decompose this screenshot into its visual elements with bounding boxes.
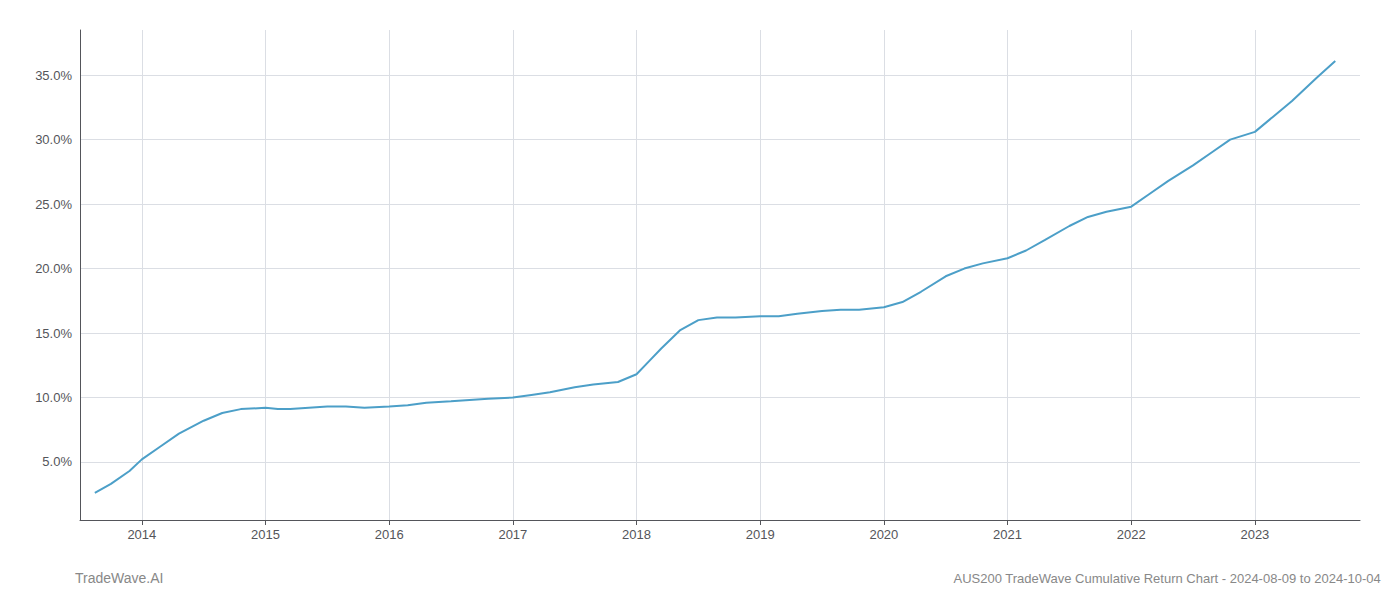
svg-text:10.0%: 10.0% — [35, 390, 72, 405]
svg-text:30.0%: 30.0% — [35, 132, 72, 147]
svg-text:2016: 2016 — [375, 527, 404, 542]
svg-text:15.0%: 15.0% — [35, 326, 72, 341]
svg-text:2021: 2021 — [993, 527, 1022, 542]
svg-text:2019: 2019 — [746, 527, 775, 542]
svg-text:2022: 2022 — [1117, 527, 1146, 542]
svg-text:2018: 2018 — [622, 527, 651, 542]
svg-text:20.0%: 20.0% — [35, 261, 72, 276]
svg-text:5.0%: 5.0% — [42, 454, 72, 469]
svg-text:2015: 2015 — [251, 527, 280, 542]
svg-text:2014: 2014 — [127, 527, 156, 542]
svg-text:35.0%: 35.0% — [35, 68, 72, 83]
svg-text:25.0%: 25.0% — [35, 197, 72, 212]
svg-text:2023: 2023 — [1240, 527, 1269, 542]
svg-text:TradeWave.AI: TradeWave.AI — [75, 570, 163, 586]
svg-text:AUS200 TradeWave Cumulative Re: AUS200 TradeWave Cumulative Return Chart… — [953, 571, 1380, 586]
svg-text:2017: 2017 — [498, 527, 527, 542]
svg-text:2020: 2020 — [869, 527, 898, 542]
